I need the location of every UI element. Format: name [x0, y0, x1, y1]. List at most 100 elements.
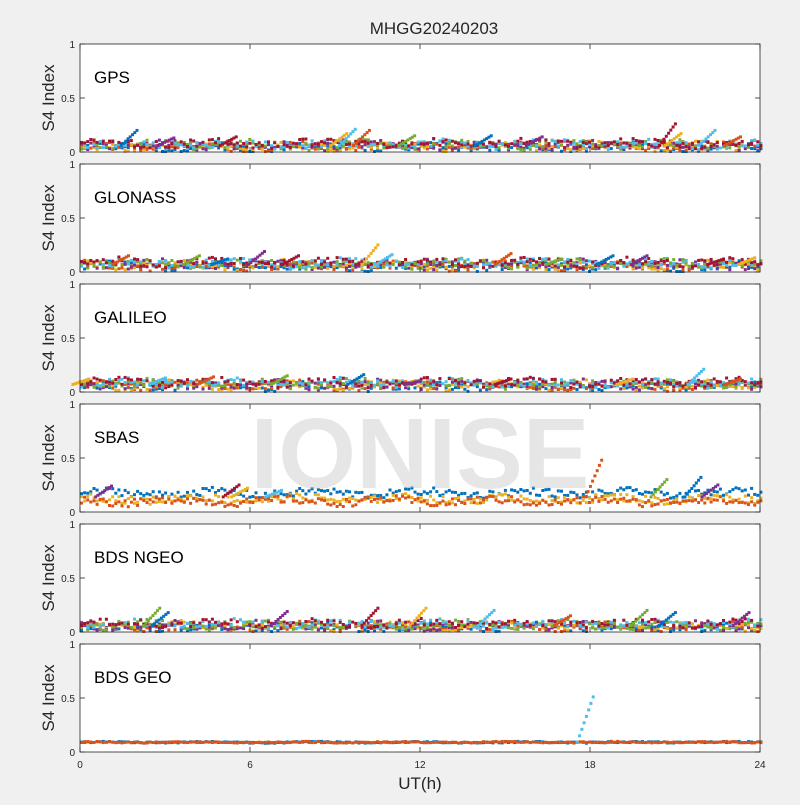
data-point — [407, 620, 410, 623]
data-point — [563, 138, 566, 141]
data-point — [242, 495, 245, 498]
data-point — [485, 259, 488, 262]
data-point — [604, 384, 607, 387]
data-point — [245, 141, 248, 144]
data-point — [124, 376, 127, 379]
data-point — [463, 260, 466, 263]
data-point — [435, 383, 438, 386]
data-point — [364, 263, 367, 266]
data-point — [756, 140, 759, 143]
data-point — [245, 386, 248, 389]
data-point — [111, 382, 114, 385]
data-point — [597, 147, 600, 150]
data-point — [108, 264, 111, 267]
data-point — [214, 257, 217, 260]
data-point — [451, 260, 454, 263]
data-point — [342, 382, 345, 385]
data-point — [417, 147, 420, 150]
data-point — [93, 139, 96, 142]
data-point — [504, 143, 507, 146]
data-point — [326, 147, 329, 150]
data-point — [700, 630, 703, 633]
data-point — [728, 268, 731, 271]
data-point — [351, 147, 354, 150]
data-point — [641, 140, 644, 143]
data-point — [750, 378, 753, 381]
data-point — [127, 268, 130, 271]
data-point — [429, 145, 432, 148]
data-point — [304, 265, 307, 268]
data-point — [432, 147, 435, 150]
event-point — [596, 469, 599, 472]
data-point — [311, 144, 314, 147]
data-point — [747, 503, 750, 506]
data-point — [666, 498, 669, 501]
data-point — [604, 494, 607, 497]
data-point — [314, 259, 317, 262]
data-point — [127, 491, 130, 494]
data-point — [108, 147, 111, 150]
data-point — [239, 502, 242, 505]
data-point — [414, 146, 417, 149]
data-point — [174, 499, 177, 502]
data-point — [706, 141, 709, 144]
data-point — [267, 381, 270, 384]
data-point — [308, 265, 311, 268]
data-point — [710, 501, 713, 504]
data-point — [236, 377, 239, 380]
y-tick-label: 0.5 — [61, 214, 75, 225]
data-point — [83, 386, 86, 389]
data-point — [233, 147, 236, 150]
data-point — [735, 499, 738, 502]
data-point — [753, 504, 756, 507]
data-point — [301, 138, 304, 141]
data-point — [174, 142, 177, 145]
data-point — [192, 265, 195, 268]
data-point — [392, 145, 395, 148]
data-point — [183, 495, 186, 498]
data-point — [364, 628, 367, 631]
data-point — [554, 265, 557, 268]
data-point — [426, 263, 429, 266]
data-point — [747, 146, 750, 149]
data-point — [722, 494, 725, 497]
data-point — [716, 499, 719, 502]
data-point — [650, 145, 653, 148]
data-point — [700, 380, 703, 383]
y-axis-label: S4 Index — [39, 424, 58, 492]
data-point — [361, 384, 364, 387]
y-tick-label: 1 — [69, 280, 75, 291]
data-point — [629, 144, 632, 147]
data-point — [121, 378, 124, 381]
data-point — [161, 496, 164, 499]
data-point — [672, 385, 675, 388]
data-point — [666, 378, 669, 381]
data-point — [495, 145, 498, 148]
data-point — [367, 630, 370, 633]
data-point — [161, 494, 164, 497]
data-point — [326, 381, 329, 384]
data-point — [560, 381, 563, 384]
data-point — [448, 139, 451, 142]
data-point — [579, 266, 582, 269]
data-point — [133, 258, 136, 261]
data-point — [601, 385, 604, 388]
data-point — [647, 382, 650, 385]
data-point — [130, 266, 133, 269]
data-point — [613, 140, 616, 143]
data-point — [445, 380, 448, 383]
data-point — [482, 266, 485, 269]
data-point — [654, 388, 657, 391]
data-point — [146, 492, 149, 495]
data-point — [426, 376, 429, 379]
data-point — [666, 264, 669, 267]
data-point — [158, 139, 161, 142]
data-point — [195, 379, 198, 382]
data-point — [317, 257, 320, 260]
data-point — [591, 260, 594, 263]
data-point — [750, 261, 753, 264]
data-point — [273, 141, 276, 144]
data-point — [102, 498, 105, 501]
data-point — [654, 262, 657, 265]
data-point — [361, 146, 364, 149]
